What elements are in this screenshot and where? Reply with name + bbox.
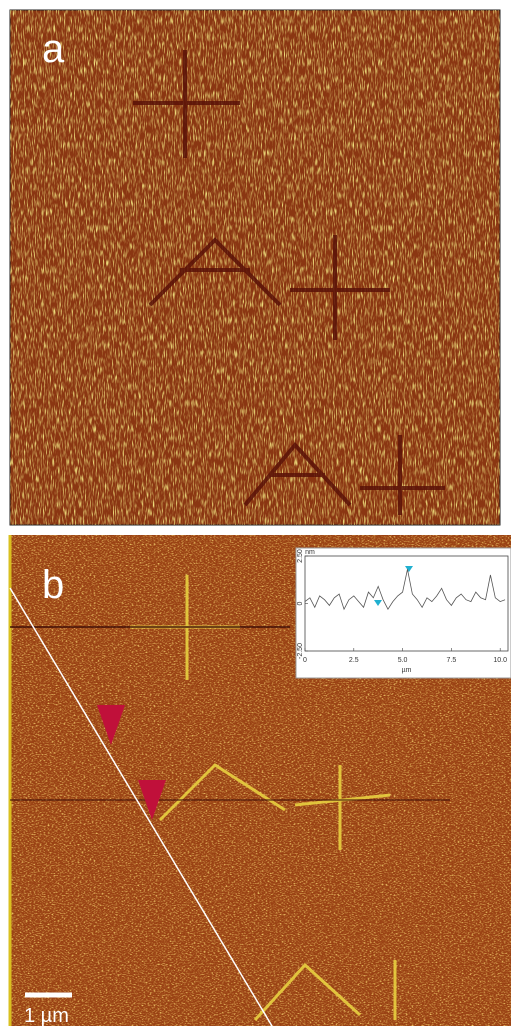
x-tick-label: 7.5 (447, 657, 457, 664)
cursor (405, 566, 413, 572)
inset-frame (295, 547, 511, 679)
scale-bar-label: 1 µm (24, 1005, 69, 1026)
marker (138, 780, 166, 820)
panel-label: b (42, 563, 64, 607)
y-tick-label: -2.50 (297, 643, 304, 659)
cursor (374, 600, 382, 606)
y-axis-label: nm (305, 549, 315, 556)
y-tick-label: 0 (297, 601, 304, 605)
panel-label: a (42, 27, 65, 71)
x-tick-label: 10.0 (493, 657, 507, 664)
x-tick-label: 0 (303, 657, 307, 664)
x-axis-label: µm (402, 667, 412, 674)
profile-trace (304, 569, 506, 611)
panel-a: a (9, 9, 501, 526)
x-tick-label: 5.0 (398, 657, 408, 664)
x-tick-label: 2.5 (349, 657, 359, 664)
profile-line (9, 587, 273, 1026)
features (133, 50, 445, 515)
afm-texture (10, 10, 500, 525)
y-tick-label: 2.50 (297, 549, 304, 563)
marker (97, 705, 125, 745)
